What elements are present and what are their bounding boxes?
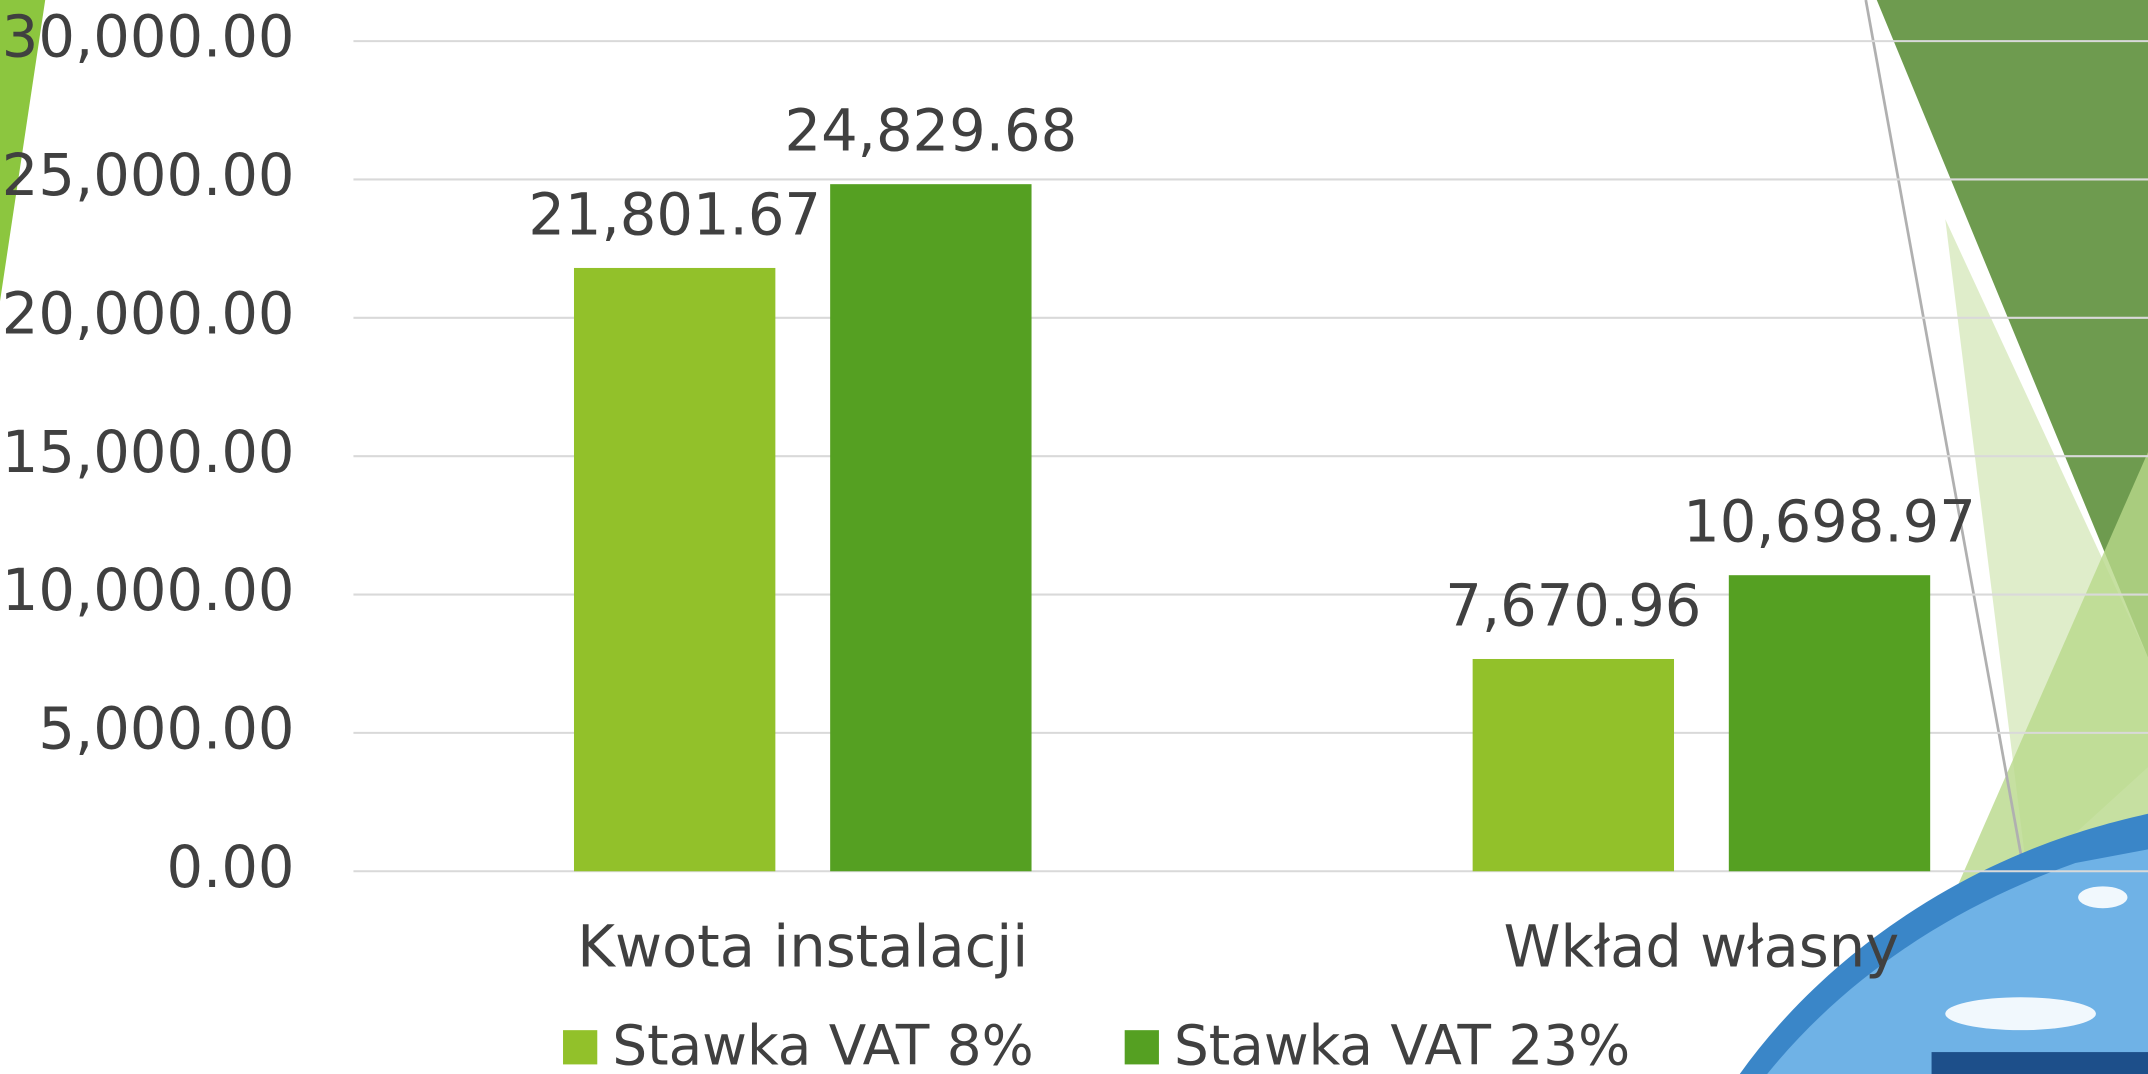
x-tick-label: Kwota instalacji [577, 913, 1028, 980]
bar [1472, 658, 1675, 872]
left-accent [0, 0, 46, 302]
y-tick-label: 15,000.00 [2, 419, 295, 486]
bar [830, 184, 1032, 872]
data-label: 24,829.68 [784, 97, 1077, 164]
legend-swatch [1124, 1030, 1159, 1065]
legend-label: Stawka VAT 23% [1174, 1013, 1630, 1074]
cloud [1945, 997, 2096, 1031]
legend-swatch [563, 1030, 598, 1065]
y-tick-label: 20,000.00 [2, 280, 295, 347]
y-tick-label: 25,000.00 [2, 142, 295, 209]
solar-panel [1931, 1052, 2148, 1074]
x-tick-label: Wkład własny [1504, 913, 1900, 980]
y-tick-label: 5,000.00 [38, 696, 294, 763]
cloud [2078, 886, 2128, 909]
y-tick-label: 10,000.00 [2, 557, 295, 624]
data-label: 10,698.97 [1683, 488, 1976, 555]
divider-line [1864, 0, 2029, 891]
right-accent-mid [1931, 452, 2148, 946]
data-label: 21,801.67 [528, 181, 821, 248]
y-tick-label: 0.00 [166, 834, 294, 901]
legend-label: Stawka VAT 8% [612, 1013, 1033, 1074]
y-tick-label: 30,000.00 [2, 4, 295, 71]
data-label: 7,670.96 [1445, 572, 1701, 639]
bar [573, 267, 776, 872]
bar [1728, 575, 1931, 872]
